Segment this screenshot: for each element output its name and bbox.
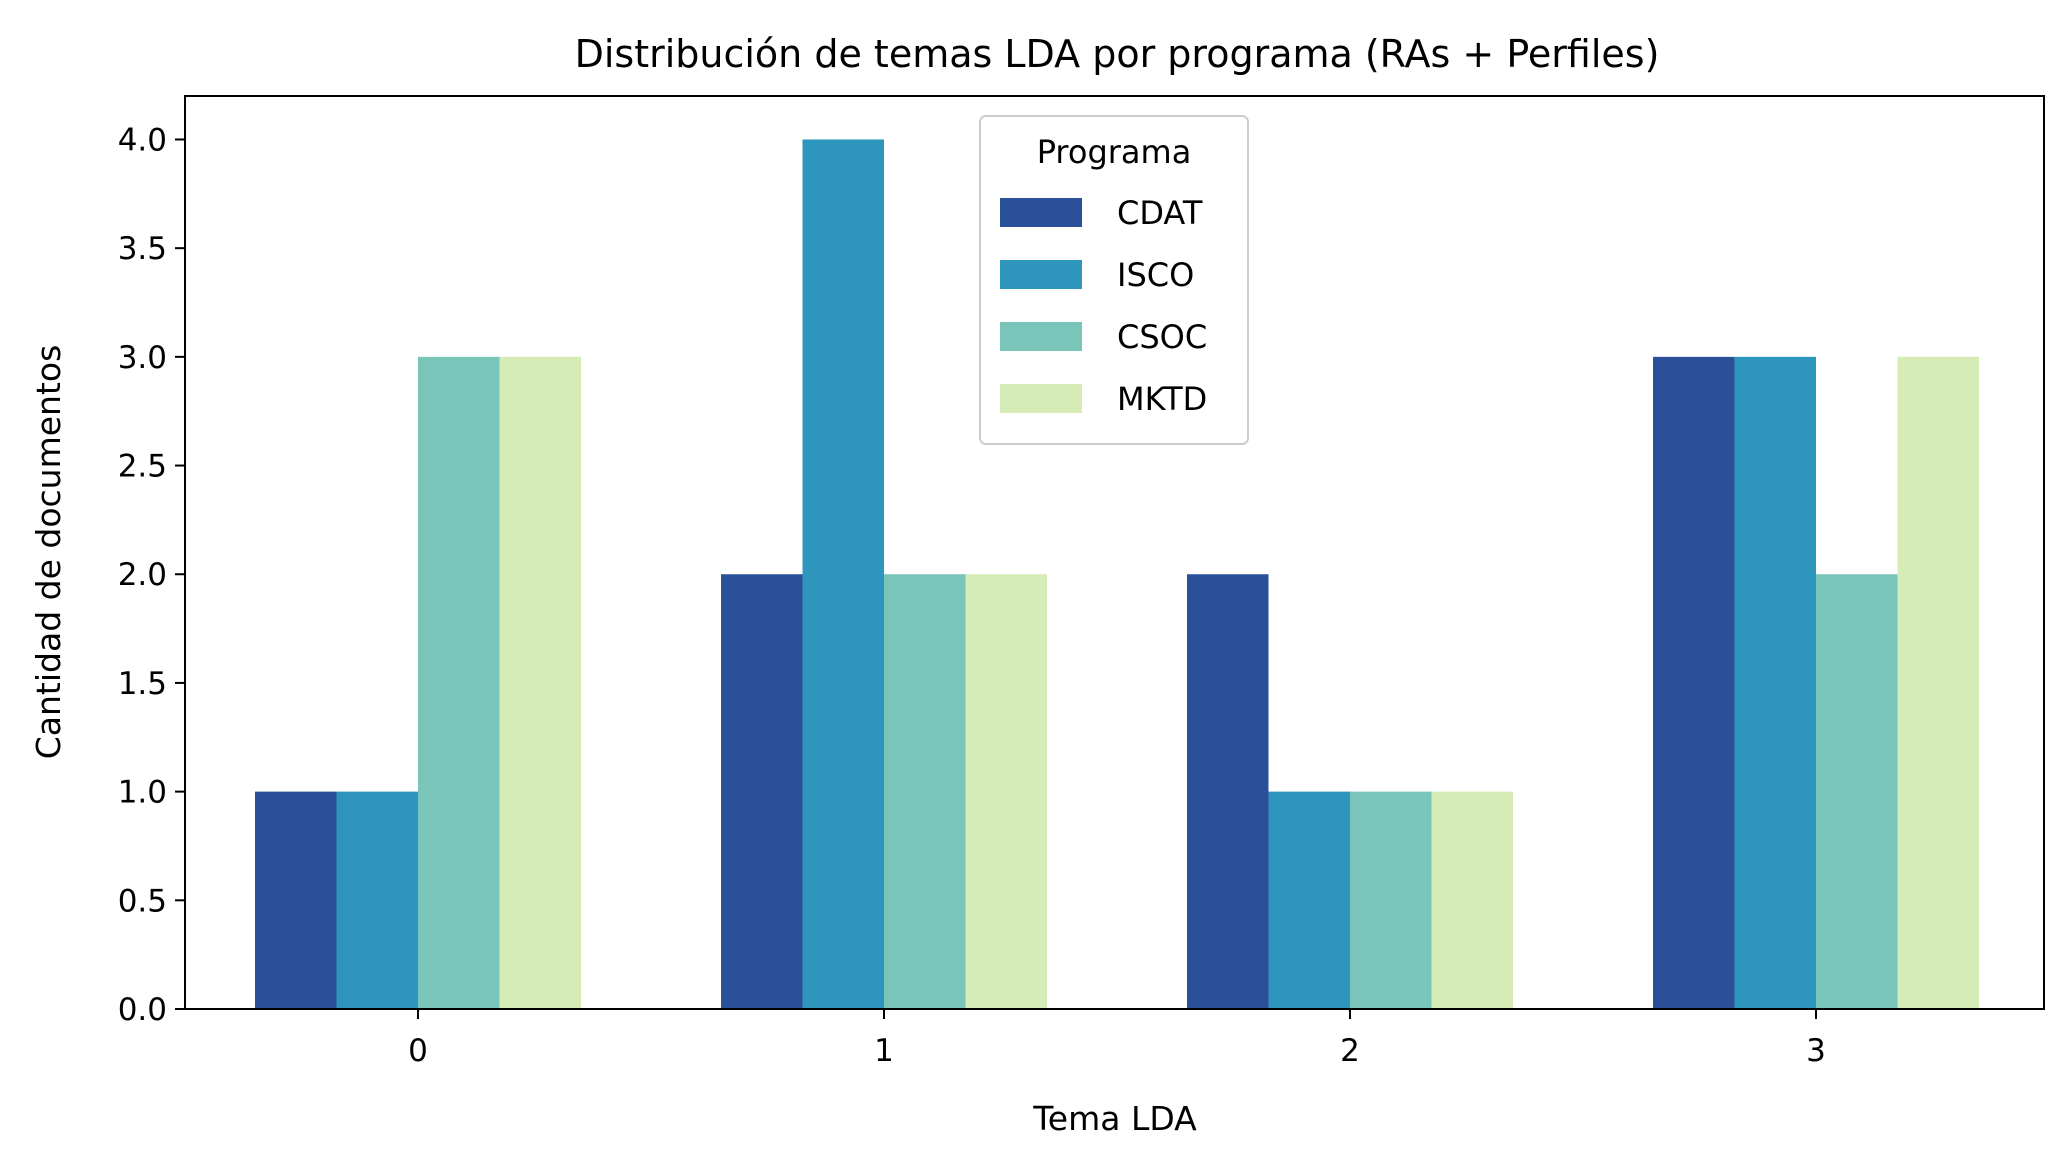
y-tick-label: 0.0 <box>118 992 167 1028</box>
chart-title: Distribución de temas LDA por programa (… <box>575 32 1660 76</box>
x-tick-label: 3 <box>1806 1033 1826 1069</box>
bar-isco-tema-0 <box>336 791 418 1009</box>
y-tick-label: 3.5 <box>118 231 167 267</box>
x-tick-label: 2 <box>1340 1033 1360 1069</box>
legend-title: Programa <box>1037 133 1192 171</box>
bar-csoc-tema-3 <box>1816 574 1898 1009</box>
legend-label-isco: ISCO <box>1117 256 1194 294</box>
y-tick-label: 1.0 <box>118 775 167 811</box>
bar-cdat-tema-3 <box>1653 356 1735 1009</box>
bar-mktd-tema-0 <box>499 356 581 1009</box>
y-tick-label: 0.5 <box>118 883 167 919</box>
bar-csoc-tema-1 <box>884 574 966 1009</box>
y-tick-label: 1.5 <box>118 666 167 702</box>
y-tick-label: 2.0 <box>118 557 167 593</box>
x-tick-label: 1 <box>874 1033 894 1069</box>
x-axis-label: Tema LDA <box>1032 1099 1197 1138</box>
bar-isco-tema-1 <box>802 139 884 1009</box>
legend-label-csoc: CSOC <box>1117 318 1207 356</box>
legend-swatch-cdat <box>1000 198 1082 227</box>
bar-cdat-tema-1 <box>721 574 803 1009</box>
y-axis-label: Cantidad de documentos <box>29 345 68 760</box>
bar-csoc-tema-2 <box>1350 791 1432 1009</box>
bar-isco-tema-2 <box>1268 791 1350 1009</box>
legend-label-mktd: MKTD <box>1117 380 1207 418</box>
x-tick-label: 0 <box>408 1033 428 1069</box>
bar-csoc-tema-0 <box>418 356 500 1009</box>
bar-mktd-tema-2 <box>1431 791 1513 1009</box>
y-tick-label: 3.0 <box>118 340 167 376</box>
bar-cdat-tema-2 <box>1187 574 1269 1009</box>
legend-label-cdat: CDAT <box>1117 194 1203 232</box>
bar-mktd-tema-3 <box>1897 356 1979 1009</box>
y-tick-label: 2.5 <box>118 449 167 485</box>
legend: Programa CDAT ISCO CSOC MKTD <box>979 115 1249 445</box>
y-tick-label: 4.0 <box>118 122 167 158</box>
legend-swatch-mktd <box>1000 384 1082 413</box>
bar-cdat-tema-0 <box>255 791 337 1009</box>
plot-frame <box>184 95 2045 1010</box>
bar-isco-tema-3 <box>1734 356 1816 1009</box>
legend-swatch-csoc <box>1000 322 1082 351</box>
legend-swatch-isco <box>1000 260 1082 289</box>
bar-mktd-tema-1 <box>965 574 1047 1009</box>
